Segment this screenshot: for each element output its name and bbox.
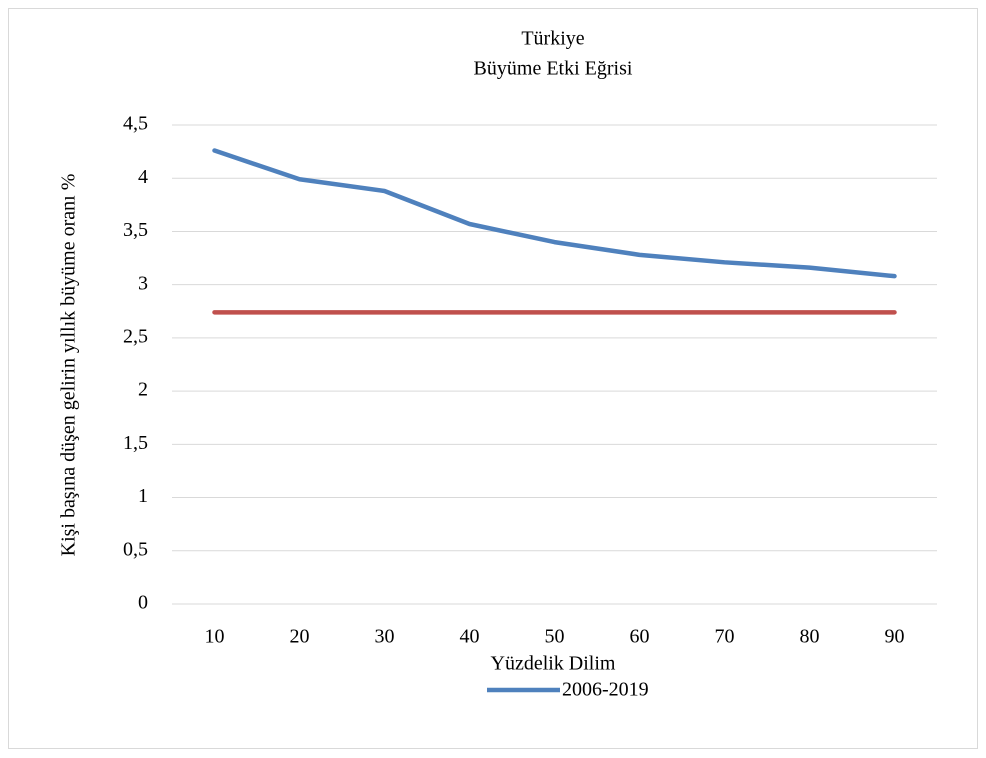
y-axis-label: Kişi başına düşen gelirin yıllık büyüme …	[58, 174, 80, 557]
x-tick-label: 30	[375, 626, 395, 648]
x-tick-label: 50	[545, 626, 565, 648]
series-line	[212, 148, 897, 279]
x-tick-label: 70	[715, 626, 735, 648]
x-tick-label: 90	[885, 626, 905, 648]
y-tick-label: 2	[138, 379, 148, 401]
y-tick-label: 2,5	[123, 325, 148, 347]
chart-subtitle: Büyüme Etki Eğrisi	[474, 58, 633, 80]
x-tick-label: 60	[630, 626, 650, 648]
chart-frame	[8, 8, 978, 749]
x-tick-label: 20	[290, 626, 310, 648]
x-tick-label: 10	[205, 626, 225, 648]
x-tick-label: 80	[800, 626, 820, 648]
y-tick-label: 3	[138, 272, 148, 294]
y-tick-label: 4,5	[123, 113, 148, 135]
y-tick-label: 3,5	[123, 219, 148, 241]
y-tick-label: 1,5	[123, 432, 148, 454]
legend-label: 2006-2019	[562, 679, 649, 701]
chart-title: Türkiye	[521, 28, 584, 50]
x-axis-label: Yüzdelik Dilim	[491, 653, 616, 675]
y-tick-label: 4	[138, 166, 148, 188]
y-tick-label: 0	[138, 592, 148, 614]
x-tick-label: 40	[460, 626, 480, 648]
y-tick-label: 1	[138, 485, 148, 507]
y-tick-label: 0,5	[123, 538, 148, 560]
